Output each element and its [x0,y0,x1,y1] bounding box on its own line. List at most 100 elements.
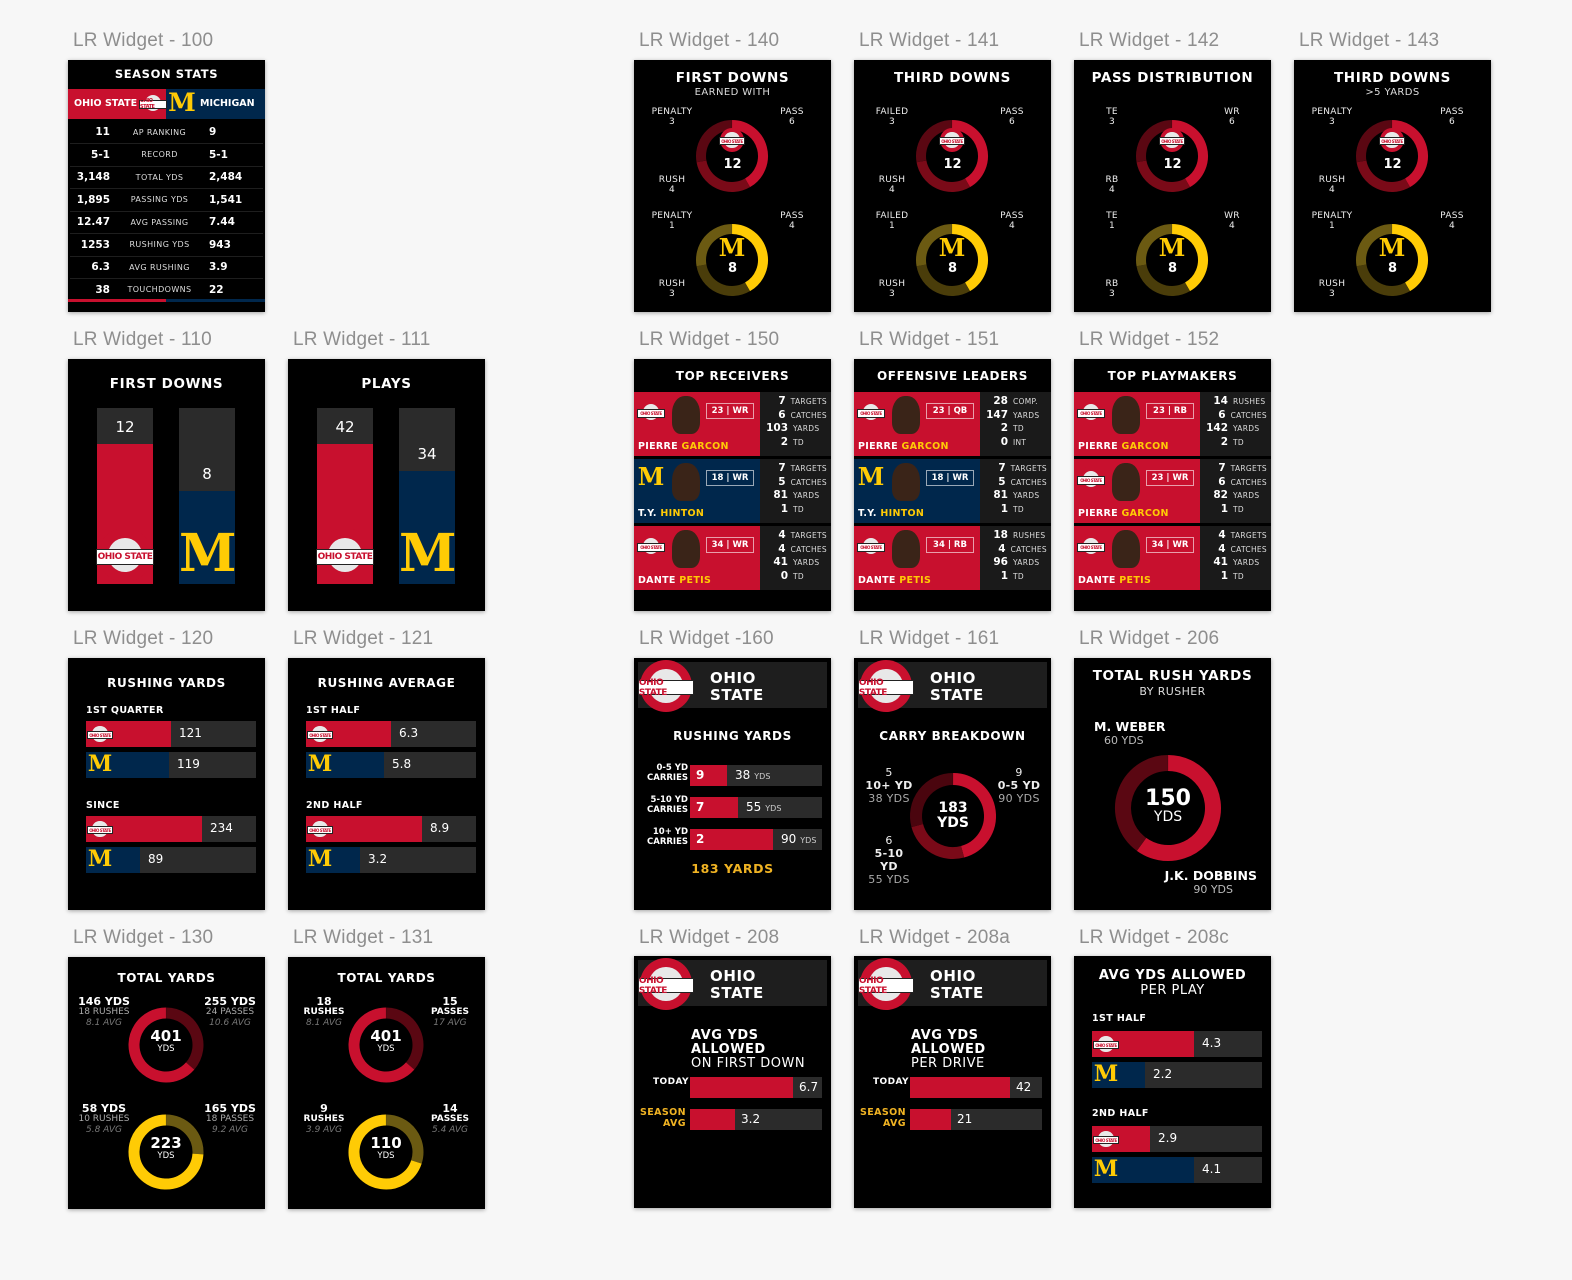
player-row[interactable]: OHIO STATE 34 | WR DANTE PETIS 4 TARGETS 4 CAT… [634,526,831,590]
stat-line: 81 YARDS [764,489,827,501]
today-label: TODAY [873,1077,909,1087]
segment-bl [916,160,970,192]
player-row[interactable]: OHIO STATE 23 | WR PIERRE GARCON 7 TARGETS 6 C… [634,392,831,456]
stat-row: 12.47 AVG PASSING 7.44 [70,211,263,234]
top-playmakers-widget[interactable]: TOP PLAYMAKERS OHIO STATE 23 | RB PIERRE GA… [1074,359,1271,611]
player-row[interactable]: OHIO STATE 34 | WR DANTE PETIS 4 TARGETS 4 CAT… [1074,526,1271,590]
segment-tl [1136,224,1173,267]
segment-value: 6 [1448,117,1456,127]
segment-value: 4 [888,185,896,195]
season-bar-track: 21 [910,1109,1042,1130]
stat-value: 6 [1218,408,1226,421]
ohio-donut-chart [1356,120,1428,192]
third-downs-5-yards-donut-widget[interactable]: THIRD DOWNS >5 YARDS OHIO STATE 12 PENALTY 3 P… [1294,60,1491,312]
player-row[interactable]: M 18 | WR T.Y. HINTON 7 TARGETS 5 CATCHES 81 YAR… [634,459,831,523]
player-card: M 18 | WR T.Y. HINTON [634,459,760,523]
stat-line: 6 CATCHES [764,409,827,421]
michigan-bar [179,491,235,584]
total-yards-label: 183 YARDS [691,861,774,876]
player-number-position: 18 | WR [926,470,974,486]
avg-yds-allowed-first-down-widget[interactable]: OHIO STATE OHIO STATE AVG YDS ALLOWED ON FIR… [634,956,831,1208]
total-rush-yards-widget[interactable]: TOTAL RUSH YARDS BY RUSHER M. WEBER 60 Y… [1074,658,1271,910]
mich-total-donut [348,1114,424,1190]
michigan-logo-icon: M [1093,1061,1119,1087]
stat-line: 96 YARDS [984,556,1047,568]
rushing-yards-carries-widget[interactable]: OHIO STATE OHIO STATE RUSHING YARDS 0-5 Y… [634,658,831,910]
breakdown-primary: 58 YDS [81,1102,127,1115]
player-name: DANTE PETIS [1078,575,1151,586]
third-downs-donut-widget[interactable]: THIRD DOWNS OHIO STATE 12 FAILED 3 PASS 6 RUSH 4… [854,60,1051,312]
segment-bl [696,160,750,192]
segment-value: 3 [668,289,676,299]
top-receivers-widget[interactable]: TOP RECEIVERS OHIO STATE 23 | WR PIERRE GAR… [634,359,831,611]
first-downs-donut-widget[interactable]: FIRST DOWNS EARNED WITH OHIO STATE 12 PENALT… [634,60,831,312]
season-stats-widget[interactable]: SEASON STATS OHIO STATE MICHIGAN OHIO ST… [68,60,265,312]
plays-bar-widget[interactable]: PLAYS 42 OHIO STATE 34 M [288,359,485,611]
stat-label: TOUCHDOWNS [127,285,192,294]
mich-donut-chart [696,224,768,296]
player-number-position: 34 | WR [1146,537,1194,553]
ohio-bar-track: 6.3 OHIO STATE [306,721,476,747]
stat-line: 2 TD [984,422,1047,434]
ohio-bar-track: 121 OHIO STATE [86,721,256,747]
player-stats: 4 TARGETS 4 CATCHES 41 YARDS 0 TD [760,526,831,590]
segment-value: 1 [888,221,896,231]
segment-name: WR [1224,211,1240,221]
carry-breakdown-widget[interactable]: OHIO STATE OHIO STATE CARRY BREAKDOWN 183… [854,658,1051,910]
widget-subtitle: EARNED WITH [694,87,771,98]
segment-value: 4 [1328,185,1336,195]
stat-value: 103 [766,422,788,434]
rushing-yards-widget[interactable]: RUSHING YARDS 1ST QUARTER 121 OHIO STATE 119… [68,658,265,910]
breakdown-secondary: RUSHES [303,1114,345,1124]
ohio-state-logo-icon: OHIO STATE [939,128,965,152]
player-row[interactable]: M 18 | WR T.Y. HINTON 7 TARGETS 5 CATCHES 81 YAR… [854,459,1051,523]
stat-label: TARGETS [790,464,827,473]
segment-name: RUSH [1318,279,1346,289]
mich-bar [306,752,384,778]
segment-value: 4 [788,221,796,231]
player-row[interactable]: OHIO STATE 23 | WR PIERRE GARCON 7 TARGETS 6 C… [1074,459,1271,523]
segment-label-tr: WR 4 [1204,211,1260,231]
michigan-bar [399,471,455,584]
ohio-state-logo-icon: OHIO STATE [87,722,113,746]
team-name: OHIO STATE [930,669,984,704]
stat-label: CATCHES [790,410,827,420]
stat-value: 6 [1218,475,1226,488]
stat-line: 6 CATCHES [1204,409,1267,421]
stat-value: 1 [780,502,788,515]
total-yards-widget-131[interactable]: TOTAL YARDS 401 YDS 18 RUSHES 8.1 AVG 15 PASSES… [288,957,485,1209]
total-value: 110 [370,1134,402,1152]
donut-center-label: 223 YDS [126,1136,206,1163]
michigan-logo-icon: M [857,462,885,491]
segment-label-tr: PASS 4 [984,211,1040,231]
segment-label-5to10: 6 5-10 YD 55 YDS [868,834,910,886]
stat-label: CATCHES [1230,410,1267,420]
breakdown-secondary: 24 PASSES [205,1007,255,1017]
mich-bar-track: 3.2 M [306,847,476,873]
carry-type-label: 10+ YD CARRIES [638,827,688,847]
player-name: T.Y. HINTON [858,508,924,519]
stat-label: PASSING YDS [130,195,189,204]
player-row[interactable]: OHIO STATE 23 | RB PIERRE GARCON 14 RUSHES 6 C… [1074,392,1271,456]
breakdown-avg: 17 AVG [433,1018,467,1028]
pass-distribution-donut-widget[interactable]: PASS DISTRIBUTION OHIO STATE 12 TE 3 WR 6 RB 4 M 8… [1074,60,1271,312]
carry-donut-chart [910,773,996,859]
first-downs-bar-widget[interactable]: FIRST DOWNS 12 OHIO STATE 8 M [68,359,265,611]
carry-bar [690,829,773,850]
total-yards-widget-130[interactable]: TOTAL YARDS 401 YDS 146 YDS 18 RUSHES 8.1 AVG… [68,957,265,1209]
player-row[interactable]: OHIO STATE 23 | QB PIERRE GARCON 28 COMP. 147… [854,392,1051,456]
segment-label-tl: PENALTY 3 [644,107,700,127]
avg-yds-allowed-per-drive-widget[interactable]: OHIO STATE OHIO STATE AVG YDS ALLOWED PER DR… [854,956,1051,1208]
segment-name: TE [1106,107,1118,117]
stat-line: 0 TD [764,570,827,582]
segment-label-tl: FAILED 3 [864,107,920,127]
avg-yds-allowed-per-play-widget[interactable]: AVG YDS ALLOWED PER PLAY 1ST HALF 4.3 OHIO S… [1074,956,1271,1208]
donut-center-value: 12 [1163,157,1182,172]
breakdown-secondary: PASSES [431,1007,469,1017]
pass-segment [348,1007,415,1083]
rushing-average-widget[interactable]: RUSHING AVERAGE 1ST HALF 6.3 OHIO STATE 5.8 M… [288,658,485,910]
ohio-value: 234 [210,821,233,835]
offensive-leaders-widget[interactable]: OFFENSIVE LEADERS OHIO STATE 23 | QB PIERRE… [854,359,1051,611]
ohio-state-logo-icon: OHIO STATE [95,528,155,582]
player-row[interactable]: OHIO STATE 34 | RB DANTE PETIS 18 RUSHES 4 CAT… [854,526,1051,590]
